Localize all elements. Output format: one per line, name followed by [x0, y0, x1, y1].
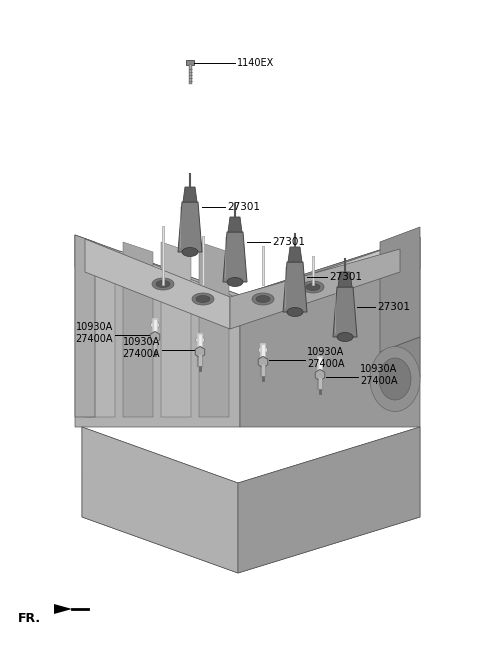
Ellipse shape	[370, 346, 420, 411]
Text: FR.: FR.	[18, 612, 41, 625]
Text: 10930A: 10930A	[123, 337, 160, 347]
Text: 10930A: 10930A	[76, 322, 113, 332]
Polygon shape	[183, 187, 197, 202]
Polygon shape	[288, 247, 302, 262]
Polygon shape	[123, 242, 153, 417]
Polygon shape	[178, 202, 202, 252]
Polygon shape	[120, 247, 390, 315]
Polygon shape	[54, 604, 72, 614]
Ellipse shape	[379, 358, 411, 400]
Ellipse shape	[302, 281, 324, 293]
Ellipse shape	[192, 293, 214, 305]
Text: 27400A: 27400A	[307, 359, 345, 369]
Polygon shape	[82, 427, 420, 533]
Polygon shape	[283, 262, 307, 312]
Polygon shape	[380, 337, 420, 392]
Ellipse shape	[195, 336, 204, 344]
Text: 27301: 27301	[272, 237, 305, 247]
Text: 27400A: 27400A	[360, 376, 397, 386]
Ellipse shape	[182, 248, 198, 256]
Polygon shape	[240, 237, 420, 427]
Ellipse shape	[151, 321, 159, 328]
Ellipse shape	[152, 278, 174, 290]
Polygon shape	[150, 332, 160, 342]
Text: 10930A: 10930A	[360, 364, 397, 374]
Bar	[186, 60, 194, 65]
Ellipse shape	[196, 296, 210, 302]
Ellipse shape	[256, 296, 270, 302]
Ellipse shape	[337, 332, 353, 342]
Ellipse shape	[315, 359, 324, 367]
Text: 27301: 27301	[377, 302, 410, 312]
Ellipse shape	[227, 277, 243, 286]
Polygon shape	[82, 427, 238, 573]
Polygon shape	[338, 272, 352, 287]
Polygon shape	[82, 477, 420, 573]
Polygon shape	[75, 235, 240, 427]
Ellipse shape	[287, 307, 303, 317]
Polygon shape	[258, 357, 268, 367]
Polygon shape	[161, 242, 191, 417]
Polygon shape	[380, 227, 420, 352]
Text: 1140EX: 1140EX	[237, 58, 274, 68]
Polygon shape	[333, 287, 357, 337]
Polygon shape	[75, 235, 95, 417]
Polygon shape	[85, 239, 230, 329]
Polygon shape	[195, 346, 205, 357]
Text: 27400A: 27400A	[122, 349, 160, 359]
Polygon shape	[315, 369, 325, 380]
Ellipse shape	[156, 281, 170, 288]
Text: 27400A: 27400A	[75, 334, 113, 344]
Polygon shape	[228, 217, 242, 232]
Text: 10930A: 10930A	[307, 347, 344, 357]
Polygon shape	[85, 242, 115, 417]
Polygon shape	[199, 242, 229, 417]
Ellipse shape	[306, 284, 320, 290]
Polygon shape	[230, 249, 400, 329]
Polygon shape	[75, 235, 420, 327]
Text: 27301: 27301	[227, 202, 260, 212]
Polygon shape	[238, 427, 420, 573]
Polygon shape	[223, 232, 247, 282]
Ellipse shape	[252, 293, 274, 305]
Text: 27301: 27301	[329, 272, 362, 282]
Ellipse shape	[259, 346, 267, 353]
